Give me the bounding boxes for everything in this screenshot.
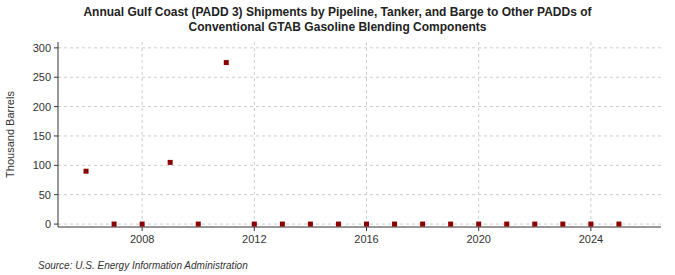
point xyxy=(560,222,565,227)
point xyxy=(476,222,481,227)
grid-line xyxy=(58,77,661,78)
y-tick xyxy=(54,47,58,48)
point xyxy=(448,222,453,227)
point xyxy=(588,222,593,227)
grid-line xyxy=(478,42,479,227)
x-tick-label: 2008 xyxy=(130,233,154,245)
grid-line xyxy=(58,194,661,195)
point xyxy=(140,222,145,227)
y-tick xyxy=(54,135,58,136)
y-tick-label: 100 xyxy=(33,159,51,171)
point xyxy=(308,222,313,227)
y-tick xyxy=(54,224,58,225)
point xyxy=(280,222,285,227)
y-tick xyxy=(54,106,58,107)
point xyxy=(224,60,229,65)
y-tick-label: 0 xyxy=(45,218,51,230)
chart: Annual Gulf Coast (PADD 3) Shipments by … xyxy=(0,0,675,275)
point xyxy=(392,222,397,227)
x-axis-line xyxy=(58,227,661,228)
point xyxy=(616,222,621,227)
points xyxy=(84,60,622,227)
title: Annual Gulf Coast (PADD 3) Shipments by … xyxy=(83,5,592,34)
y-tick xyxy=(54,165,58,166)
grid-line xyxy=(590,42,591,227)
y-tick-label: 300 xyxy=(33,42,51,54)
x-tick xyxy=(142,227,143,231)
grid-line xyxy=(142,42,143,227)
x-tick-label: 2024 xyxy=(579,233,603,245)
y-axis-line xyxy=(58,42,59,227)
x-tick-label: 2020 xyxy=(466,233,490,245)
point xyxy=(84,169,89,174)
y-tick xyxy=(54,77,58,78)
grid-line xyxy=(254,42,255,227)
y-axis-label: Thousand Barrels xyxy=(4,91,16,178)
grid-line xyxy=(58,224,661,225)
x-tick xyxy=(254,227,255,231)
point xyxy=(532,222,537,227)
point xyxy=(168,160,173,165)
x-tick xyxy=(366,227,367,231)
x-tick-label: 2012 xyxy=(242,233,266,245)
x-tick xyxy=(478,227,479,231)
grid-line xyxy=(58,165,661,166)
point xyxy=(252,222,257,227)
grid xyxy=(58,42,661,227)
point xyxy=(504,222,509,227)
grid-line xyxy=(366,42,367,227)
x-tick-label: 2016 xyxy=(354,233,378,245)
grid-line xyxy=(58,135,661,136)
y-tick-label: 250 xyxy=(33,71,51,83)
y-tick-label: 150 xyxy=(33,130,51,142)
x-tick xyxy=(590,227,591,231)
source: Source: U.S. Energy Information Administ… xyxy=(38,260,248,271)
point xyxy=(336,222,341,227)
y-tick-label: 50 xyxy=(39,189,51,201)
y-tick xyxy=(54,194,58,195)
grid-line xyxy=(58,106,661,107)
y-tick-label: 200 xyxy=(33,101,51,113)
point xyxy=(112,222,117,227)
point xyxy=(364,222,369,227)
grid-line xyxy=(58,47,661,48)
point xyxy=(420,222,425,227)
point xyxy=(196,222,201,227)
